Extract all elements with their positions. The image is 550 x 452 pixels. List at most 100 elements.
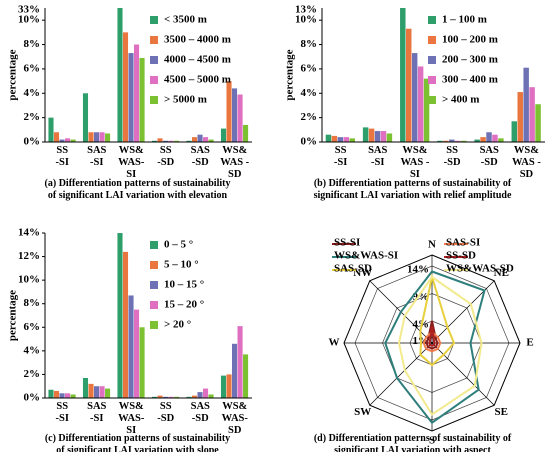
bar — [535, 104, 541, 142]
bar — [331, 135, 338, 142]
bar — [105, 133, 111, 142]
spoke — [431, 342, 495, 406]
bar — [139, 57, 145, 142]
bar — [449, 139, 455, 142]
legend-swatch — [150, 261, 158, 269]
series-line — [425, 320, 439, 350]
legend-label: 4500 – 5000 m — [164, 74, 231, 86]
bar — [243, 354, 249, 398]
bar — [325, 134, 332, 142]
bar — [70, 394, 76, 398]
bar — [474, 139, 480, 142]
legend-swatch — [150, 96, 158, 104]
bar — [492, 134, 498, 142]
bar — [162, 140, 169, 142]
bar — [99, 132, 105, 142]
bar — [65, 393, 71, 398]
bar — [437, 140, 443, 142]
direction-label: SW — [354, 406, 371, 418]
legend-label: > 5000 m — [164, 94, 207, 106]
y-tick-label: 6% — [24, 321, 41, 333]
x-tick-label: WS& WAS -SD — [511, 145, 541, 180]
y-tick-label: 6% — [24, 62, 41, 74]
bar — [486, 132, 492, 142]
bar — [122, 32, 129, 142]
y-tick-label: 0% — [24, 392, 41, 404]
y-tick-label: 14% — [18, 227, 40, 239]
bar — [220, 375, 227, 398]
caption: (c) Differentiation patterns of sustaina… — [44, 433, 231, 452]
direction-label: N — [428, 239, 436, 251]
bar — [157, 395, 163, 398]
x-tick-label: SS -SI — [55, 145, 69, 168]
bar — [455, 140, 461, 142]
bar — [231, 88, 238, 142]
bar — [59, 139, 65, 142]
bar — [168, 396, 174, 398]
direction-label: NW — [353, 267, 372, 279]
y-tick-label: 2% — [24, 368, 41, 380]
x-tick-label: SAS -SI — [87, 401, 107, 424]
legend-label: < 3500 m — [164, 14, 207, 26]
legend-label: 100 – 200 m — [442, 34, 498, 46]
x-tick-label: SAS -SD — [190, 401, 210, 424]
legend-swatch — [150, 321, 158, 329]
legend-label: SS-SD — [446, 250, 476, 262]
axis-top-label: 13% — [295, 4, 317, 16]
bar — [191, 137, 198, 142]
bar — [48, 117, 54, 142]
y-tick-label: 6% — [301, 62, 318, 74]
direction-label: S — [429, 435, 435, 447]
x-tick-label: SAS -SI — [87, 145, 107, 168]
bar — [82, 377, 89, 398]
legend-label: > 400 m — [442, 94, 479, 106]
bar — [374, 131, 381, 142]
y-axis-label: percentage — [284, 49, 296, 100]
bar — [53, 132, 60, 142]
bar — [417, 66, 424, 142]
bar — [337, 137, 344, 142]
bar — [186, 140, 192, 142]
axis-top-label: 33% — [18, 4, 40, 16]
bar — [134, 44, 140, 142]
legend-label: 200 – 300 m — [442, 54, 498, 66]
direction-label: E — [526, 337, 533, 349]
x-tick-label: WS& WAS -SI — [400, 145, 430, 180]
bar — [53, 390, 60, 398]
bar — [197, 392, 203, 398]
bar — [349, 138, 355, 142]
y-tick-label: 0% — [24, 136, 41, 148]
bar — [70, 139, 76, 142]
bar — [48, 389, 54, 398]
bar — [237, 326, 243, 398]
bars — [48, 233, 249, 398]
bar — [88, 132, 94, 142]
y-tick-label: 4% — [301, 87, 318, 99]
bar — [117, 233, 123, 398]
y-axis-label: percentage — [7, 290, 19, 341]
bar — [208, 394, 214, 398]
bar — [128, 53, 134, 142]
legend-swatch — [150, 281, 158, 289]
caption: (a) Differentiation patterns of sustaina… — [44, 178, 231, 201]
bar — [523, 67, 529, 142]
y-tick-label: 10% — [295, 14, 317, 26]
direction-label: NE — [494, 267, 509, 279]
bar — [203, 137, 209, 142]
bar — [134, 309, 140, 398]
y-tick-label: 2% — [24, 111, 41, 123]
legend-label: 10 – 15 ° — [164, 279, 204, 291]
y-axis-label: percentage — [7, 49, 19, 100]
x-tick-label: SS -SD — [157, 401, 175, 424]
legend-swatch — [150, 241, 158, 249]
bar — [498, 138, 504, 142]
bars — [325, 8, 541, 142]
bar — [139, 327, 145, 398]
legend-label: 5 – 10 ° — [164, 259, 199, 271]
bar — [186, 396, 192, 398]
x-tick-label: WS& WAS-SI — [118, 401, 145, 436]
series-line — [428, 326, 436, 347]
bar — [151, 396, 158, 398]
legend-label: 15 – 20 ° — [164, 299, 204, 311]
